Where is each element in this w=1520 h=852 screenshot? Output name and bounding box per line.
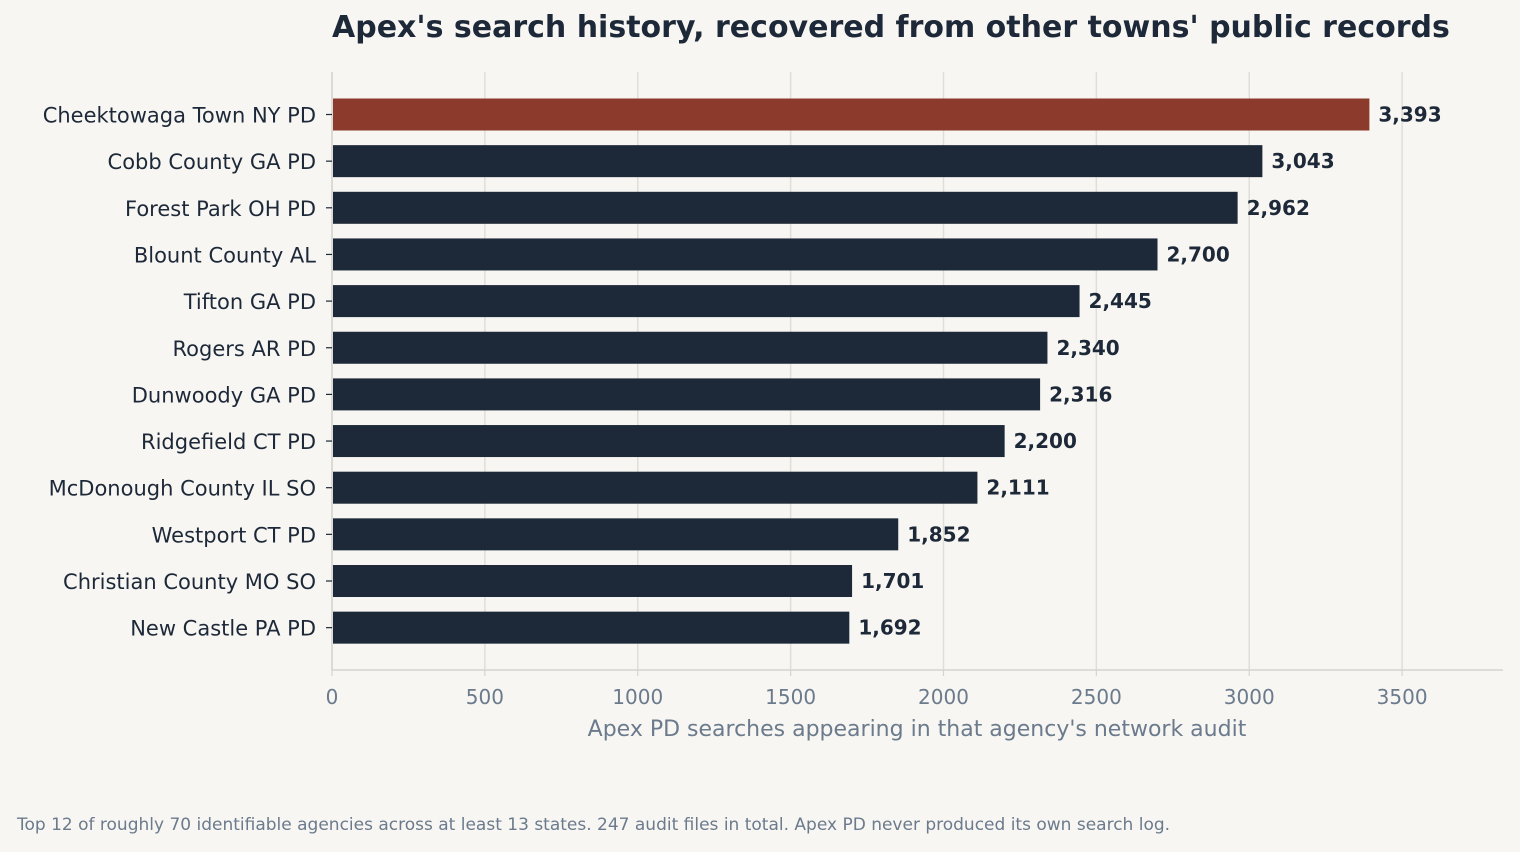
data-label: 2,340 — [1056, 336, 1119, 360]
x-tick-label: 0 — [326, 685, 339, 709]
axes: 0 500 1000 1500 2000 2500 3000 3500 Cheektowaga … — [43, 72, 1503, 709]
data-label: 3,393 — [1378, 103, 1441, 127]
chart-title: Apex's search history, recovered from ot… — [332, 10, 1450, 45]
data-label: 2,962 — [1247, 196, 1310, 220]
y-tick-label: Rogers AR PD — [173, 337, 316, 361]
data-label: 2,316 — [1049, 382, 1112, 406]
bar — [333, 285, 1080, 318]
bar — [333, 191, 1238, 224]
data-label: 3,043 — [1271, 149, 1334, 173]
y-tick-label: Blount County AL — [134, 243, 316, 267]
x-tick-label: 1500 — [765, 685, 816, 709]
y-tick-label: New Castle PA PD — [130, 617, 316, 641]
bar — [333, 378, 1041, 411]
x-axis-label: Apex PD searches appearing in that agenc… — [588, 717, 1247, 742]
bar — [333, 471, 978, 504]
y-tick-label: Christian County MO SO — [63, 570, 316, 594]
bar — [333, 425, 1005, 458]
y-tick-label: Cobb County GA PD — [108, 150, 316, 174]
bar — [333, 145, 1263, 178]
data-label: 1,701 — [861, 569, 924, 593]
bar — [333, 518, 899, 551]
y-tick-label: Dunwoody GA PD — [132, 383, 316, 407]
bars: 3,393 3,043 2,962 2,700 2,445 2,340 2,316 2,200… — [333, 98, 1442, 644]
bar — [333, 238, 1158, 271]
data-label: 2,445 — [1089, 289, 1152, 313]
y-tick-label: Cheektowaga Town NY PD — [43, 104, 316, 128]
bar — [333, 611, 850, 644]
data-label: 2,700 — [1167, 242, 1230, 266]
x-tick-label: 1000 — [612, 685, 663, 709]
bar — [333, 98, 1370, 131]
x-tick-label: 2500 — [1071, 685, 1122, 709]
y-tick-label: Westport CT PD — [152, 523, 316, 547]
data-label: 2,200 — [1014, 429, 1077, 453]
y-tick-label: Ridgefield CT PD — [141, 430, 316, 454]
x-tick-label: 2000 — [918, 685, 969, 709]
data-label: 2,111 — [986, 476, 1049, 500]
x-tick-label: 3500 — [1377, 685, 1428, 709]
data-label: 1,692 — [858, 616, 921, 640]
bar — [333, 331, 1048, 364]
y-tick-label: Forest Park OH PD — [125, 197, 316, 221]
footnote: Top 12 of roughly 70 identifiable agenci… — [17, 815, 1171, 835]
bar — [333, 565, 853, 597]
y-tick-label: McDonough County IL SO — [49, 477, 316, 501]
y-tick-label: Tifton GA PD — [183, 290, 316, 314]
x-tick-label: 500 — [466, 685, 504, 709]
data-label: 1,852 — [907, 522, 970, 546]
x-tick-label: 3000 — [1224, 685, 1275, 709]
